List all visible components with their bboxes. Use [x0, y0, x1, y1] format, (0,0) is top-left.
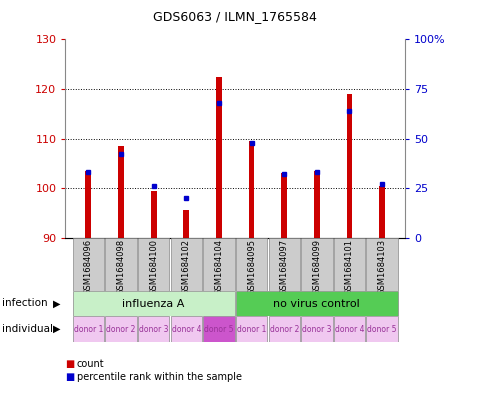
- Text: GSM1684104: GSM1684104: [214, 239, 223, 296]
- Text: infection: infection: [2, 298, 48, 309]
- Bar: [235, 291, 397, 316]
- Bar: [378, 185, 384, 238]
- Text: donor 1: donor 1: [74, 325, 103, 334]
- Text: percentile rank within the sample: percentile rank within the sample: [76, 372, 241, 382]
- Text: no virus control: no virus control: [273, 299, 360, 309]
- Text: GSM1684097: GSM1684097: [279, 239, 288, 296]
- Text: GSM1684103: GSM1684103: [377, 239, 386, 296]
- Bar: [235, 238, 267, 291]
- Text: donor 2: donor 2: [106, 325, 136, 334]
- Bar: [281, 173, 287, 238]
- Bar: [366, 316, 397, 342]
- Bar: [248, 141, 254, 238]
- Text: influenza A: influenza A: [122, 299, 184, 309]
- Bar: [73, 291, 234, 316]
- Text: donor 5: donor 5: [204, 325, 233, 334]
- Bar: [301, 316, 332, 342]
- Text: GSM1684102: GSM1684102: [182, 239, 190, 296]
- Bar: [137, 238, 169, 291]
- Text: GSM1684099: GSM1684099: [312, 239, 321, 296]
- Text: GSM1684096: GSM1684096: [84, 239, 92, 296]
- Bar: [85, 171, 91, 238]
- Bar: [203, 238, 234, 291]
- Bar: [313, 171, 319, 238]
- Bar: [366, 238, 397, 291]
- Text: donor 3: donor 3: [302, 325, 331, 334]
- Bar: [170, 316, 201, 342]
- Text: donor 4: donor 4: [171, 325, 200, 334]
- Bar: [235, 316, 267, 342]
- Bar: [268, 238, 299, 291]
- Bar: [105, 316, 136, 342]
- Bar: [203, 316, 234, 342]
- Text: donor 1: donor 1: [236, 325, 266, 334]
- Bar: [301, 238, 332, 291]
- Text: GSM1684101: GSM1684101: [344, 239, 353, 296]
- Text: donor 5: donor 5: [366, 325, 396, 334]
- Bar: [215, 77, 221, 238]
- Bar: [268, 316, 299, 342]
- Text: donor 2: donor 2: [269, 325, 298, 334]
- Text: GSM1684095: GSM1684095: [246, 239, 256, 296]
- Bar: [73, 238, 104, 291]
- Bar: [73, 316, 104, 342]
- Text: GSM1684100: GSM1684100: [149, 239, 158, 296]
- Text: ▶: ▶: [53, 298, 60, 309]
- Text: GDS6063 / ILMN_1765584: GDS6063 / ILMN_1765584: [153, 10, 317, 23]
- Bar: [105, 238, 136, 291]
- Bar: [346, 94, 352, 238]
- Text: individual: individual: [2, 324, 53, 334]
- Bar: [137, 316, 169, 342]
- Text: donor 3: donor 3: [138, 325, 168, 334]
- Text: ▶: ▶: [53, 324, 60, 334]
- Text: ■: ■: [65, 358, 75, 369]
- Bar: [151, 191, 156, 238]
- Text: donor 4: donor 4: [334, 325, 363, 334]
- Bar: [183, 211, 189, 238]
- Text: count: count: [76, 358, 104, 369]
- Bar: [333, 238, 364, 291]
- Bar: [118, 146, 123, 238]
- Text: ■: ■: [65, 372, 75, 382]
- Text: GSM1684098: GSM1684098: [116, 239, 125, 296]
- Bar: [170, 238, 201, 291]
- Bar: [333, 316, 364, 342]
